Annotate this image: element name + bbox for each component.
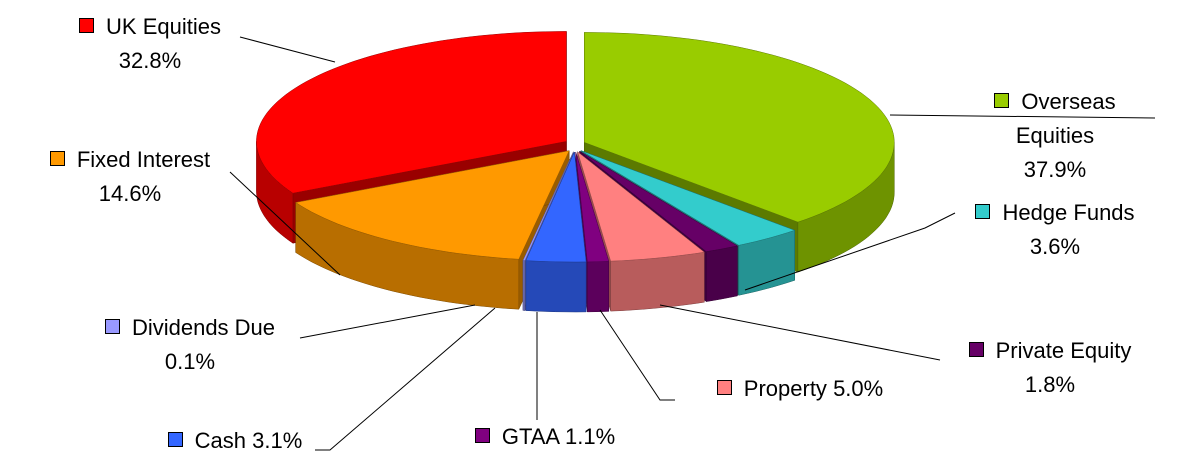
slice-side — [522, 260, 526, 311]
slice — [577, 151, 705, 262]
value-label: 1.1% — [565, 424, 616, 449]
leader-line — [239, 36, 336, 63]
category-label: Dividends Due — [131, 315, 276, 340]
slice — [525, 151, 587, 263]
value-label: 0.1% — [164, 349, 216, 374]
category-label: GTAA — [501, 424, 559, 449]
category-label: Cash — [194, 428, 247, 453]
slice-side — [525, 260, 587, 313]
slice — [522, 151, 574, 261]
data-label: Hedge Funds 3.6% — [955, 196, 1155, 264]
slice-side — [610, 251, 705, 312]
category-label: Property — [743, 376, 827, 401]
leader-line — [599, 309, 675, 401]
legend-swatch — [994, 93, 1010, 108]
legend-swatch — [975, 204, 991, 219]
category-label: Private Equity — [995, 338, 1132, 363]
legend-swatch — [968, 342, 984, 357]
data-label: Private Equity 1.8% — [940, 334, 1160, 402]
value-label: 14.6% — [98, 181, 162, 206]
slice — [584, 32, 895, 223]
slice — [295, 150, 570, 260]
value-label: 3.6% — [1029, 234, 1081, 259]
data-label: Dividends Due 0.1% — [75, 311, 305, 379]
slice — [256, 31, 567, 194]
legend-swatch — [104, 319, 120, 334]
data-label: Property 5.0% — [680, 372, 920, 406]
data-label: Cash 3.1% — [135, 424, 335, 453]
value-label: 3.1% — [252, 428, 303, 453]
category-label: Overseas Equities — [1015, 89, 1116, 148]
legend-swatch — [474, 428, 490, 443]
value-label: 37.9% — [1023, 157, 1087, 182]
category-label: Fixed Interest — [76, 147, 211, 172]
slice — [575, 151, 610, 263]
leader-line — [744, 212, 956, 291]
legend-swatch — [167, 432, 183, 447]
slice-side — [587, 261, 610, 313]
leader-line — [889, 114, 1156, 119]
value-label: 5.0% — [833, 376, 884, 401]
legend-swatch — [49, 151, 65, 166]
value-label: 1.8% — [1024, 372, 1076, 397]
slice-side — [706, 245, 738, 302]
value-label: 32.8% — [118, 48, 182, 73]
category-label: UK Equities — [106, 14, 221, 39]
leader-line — [299, 304, 476, 339]
category-label: Hedge Funds — [1002, 200, 1135, 225]
data-label: Fixed Interest 14.6% — [10, 143, 250, 211]
leader-line — [229, 171, 341, 276]
leader-line — [315, 307, 496, 451]
leader-line — [659, 304, 941, 361]
slice — [579, 150, 739, 252]
legend-swatch — [79, 18, 95, 33]
slice — [580, 150, 796, 246]
legend-swatch — [716, 380, 732, 395]
data-label: Overseas Equities 37.9% — [955, 85, 1155, 187]
data-label: UK Equities 32.8% — [55, 10, 245, 78]
data-label: GTAA 1.1% — [445, 420, 645, 453]
